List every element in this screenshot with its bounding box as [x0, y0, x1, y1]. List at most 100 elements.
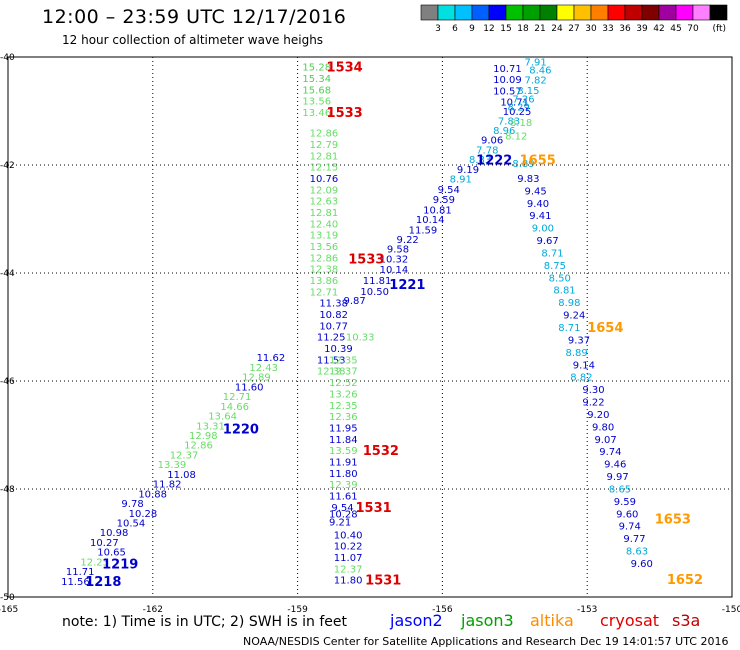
y-tick-label: -42 [0, 161, 15, 171]
data-point: 10.32 [380, 254, 409, 265]
data-point: 12.40 [310, 219, 339, 230]
data-point: 13.46 [302, 108, 331, 119]
legend-entry: cryosat [600, 611, 659, 630]
colorbar-swatch [471, 4, 490, 21]
colorbar-unit: (ft) [712, 24, 726, 34]
data-point: 12.37 [170, 450, 199, 461]
data-point: 12.37 [334, 564, 363, 575]
legend-entry: jason2 [389, 611, 443, 630]
data-point: 9.41 [529, 211, 551, 222]
footer-credit: NOAA/NESDIS Center for Satellite Applica… [243, 635, 576, 648]
data-point: 9.22 [582, 398, 604, 409]
data-point: 9.78 [121, 499, 143, 510]
data-point: 12.98 [189, 431, 218, 442]
data-point: 13.31 [196, 421, 225, 432]
data-point: 8.12 [505, 131, 527, 142]
data-point: 13.59 [329, 446, 358, 457]
data-point: 10.22 [334, 542, 363, 553]
colorbar-label: 24 [551, 24, 563, 34]
data-point: 9.58 [387, 245, 409, 256]
colorbar-label: 42 [653, 24, 664, 34]
pass-time-label: 1654 [587, 321, 623, 336]
legend-entry: s3a [672, 611, 700, 630]
page-title: 12:00 – 23:59 UTC 12/17/2016 [42, 6, 347, 28]
colorbar-label: 15 [500, 24, 511, 34]
pass-labels: 1534 1533 1533 1532 1531 1531 1220 1221 1222 1219… [85, 61, 703, 590]
data-point: 8.89 [512, 159, 534, 170]
data-point: 7.78 [476, 145, 498, 156]
legend-entry: jason3 [460, 611, 514, 630]
data-point: 9.22 [397, 235, 419, 246]
data-point: 10.76 [310, 174, 339, 185]
data-point: 7.82 [524, 76, 546, 87]
data-point: 11.07 [334, 553, 363, 564]
data-point: 9.19 [457, 165, 479, 176]
data-point: 8.83 [469, 155, 491, 166]
data-point: 13.64 [208, 412, 237, 423]
data-point: 11.80 [334, 576, 363, 587]
colorbar: 3 6 9 12 15 18 21 24 27 30 33 36 39 42 45 70 (ft) [420, 4, 728, 34]
colorbar-swatch [675, 4, 694, 21]
data-point: 8.81 [553, 286, 575, 297]
data-point: 12.35 [329, 355, 358, 366]
data-point: 8.18 [510, 118, 532, 129]
data-point: 11.62 [257, 353, 286, 364]
data-point: 9.97 [607, 472, 629, 483]
colorbar-label: 36 [619, 24, 631, 34]
colorbar-swatch [624, 4, 643, 21]
data-point: 8.82 [570, 373, 592, 384]
data-point: 11.56 [61, 577, 90, 588]
data-point: 12.35 [329, 401, 358, 412]
colorbar-label: 3 [435, 24, 441, 34]
data-point: 10.28 [329, 509, 358, 520]
data-point: 11.91 [329, 457, 358, 468]
data-point: 8.89 [565, 348, 587, 359]
data-point: 8.91 [450, 175, 472, 186]
plot-frame [7, 56, 733, 598]
data-point: 12.86 [184, 441, 213, 452]
data-point: 11.81 [363, 276, 392, 287]
pass-time-label: 1534 [327, 61, 363, 76]
data-point: 9.59 [614, 497, 636, 508]
data-point: 10.14 [416, 215, 445, 226]
colorbar-label: 33 [602, 24, 613, 34]
data-point: 7.91 [524, 57, 546, 68]
data-point: 12.15 [310, 163, 339, 174]
data-point: 10.39 [324, 344, 353, 355]
data-point: 8.96 [493, 126, 515, 137]
pass-time-label: 1221 [389, 278, 425, 293]
data-point: 8.50 [549, 273, 571, 284]
data-point: 9.45 [524, 186, 546, 197]
data-point: 12.71 [223, 392, 252, 403]
data-point: 9.46 [604, 460, 626, 471]
x-tick-label: -165 [0, 605, 18, 615]
data-point: 9.74 [599, 447, 621, 458]
data-point: 10.71 [493, 64, 522, 75]
data-point: 10.40 [334, 530, 363, 541]
x-tick-label: -150 [722, 605, 740, 615]
data-point: 12.79 [310, 140, 339, 151]
data-point: 9.40 [527, 199, 549, 210]
data-point: 10.65 [97, 548, 126, 559]
data-point: 9.60 [631, 559, 653, 570]
colorbar-swatch [709, 4, 728, 21]
data-point: 11.82 [153, 480, 182, 491]
grid-lines [8, 57, 732, 597]
data-point: 10.82 [319, 310, 348, 321]
data-point: 7.83 [498, 117, 520, 128]
data-point: 15.28 [302, 63, 331, 74]
colorbar-label: 12 [483, 24, 494, 34]
x-tick-label: -159 [287, 605, 308, 615]
pass-time-label: 1218 [85, 575, 121, 590]
data-point: 10.25 [503, 107, 532, 118]
pass-time-label: 1219 [102, 558, 138, 573]
data-point: 13.56 [310, 242, 339, 253]
colorbar-swatch [556, 4, 575, 21]
data-point: 11.84 [329, 435, 358, 446]
footer-timestamp: Dec 19 14:01:57 UTC 2016 [580, 635, 728, 648]
colorbar-swatch [437, 4, 456, 21]
data-point: 9.80 [592, 422, 614, 433]
data-point: 9.21 [329, 517, 351, 528]
data-point: 12.81 [310, 208, 339, 219]
